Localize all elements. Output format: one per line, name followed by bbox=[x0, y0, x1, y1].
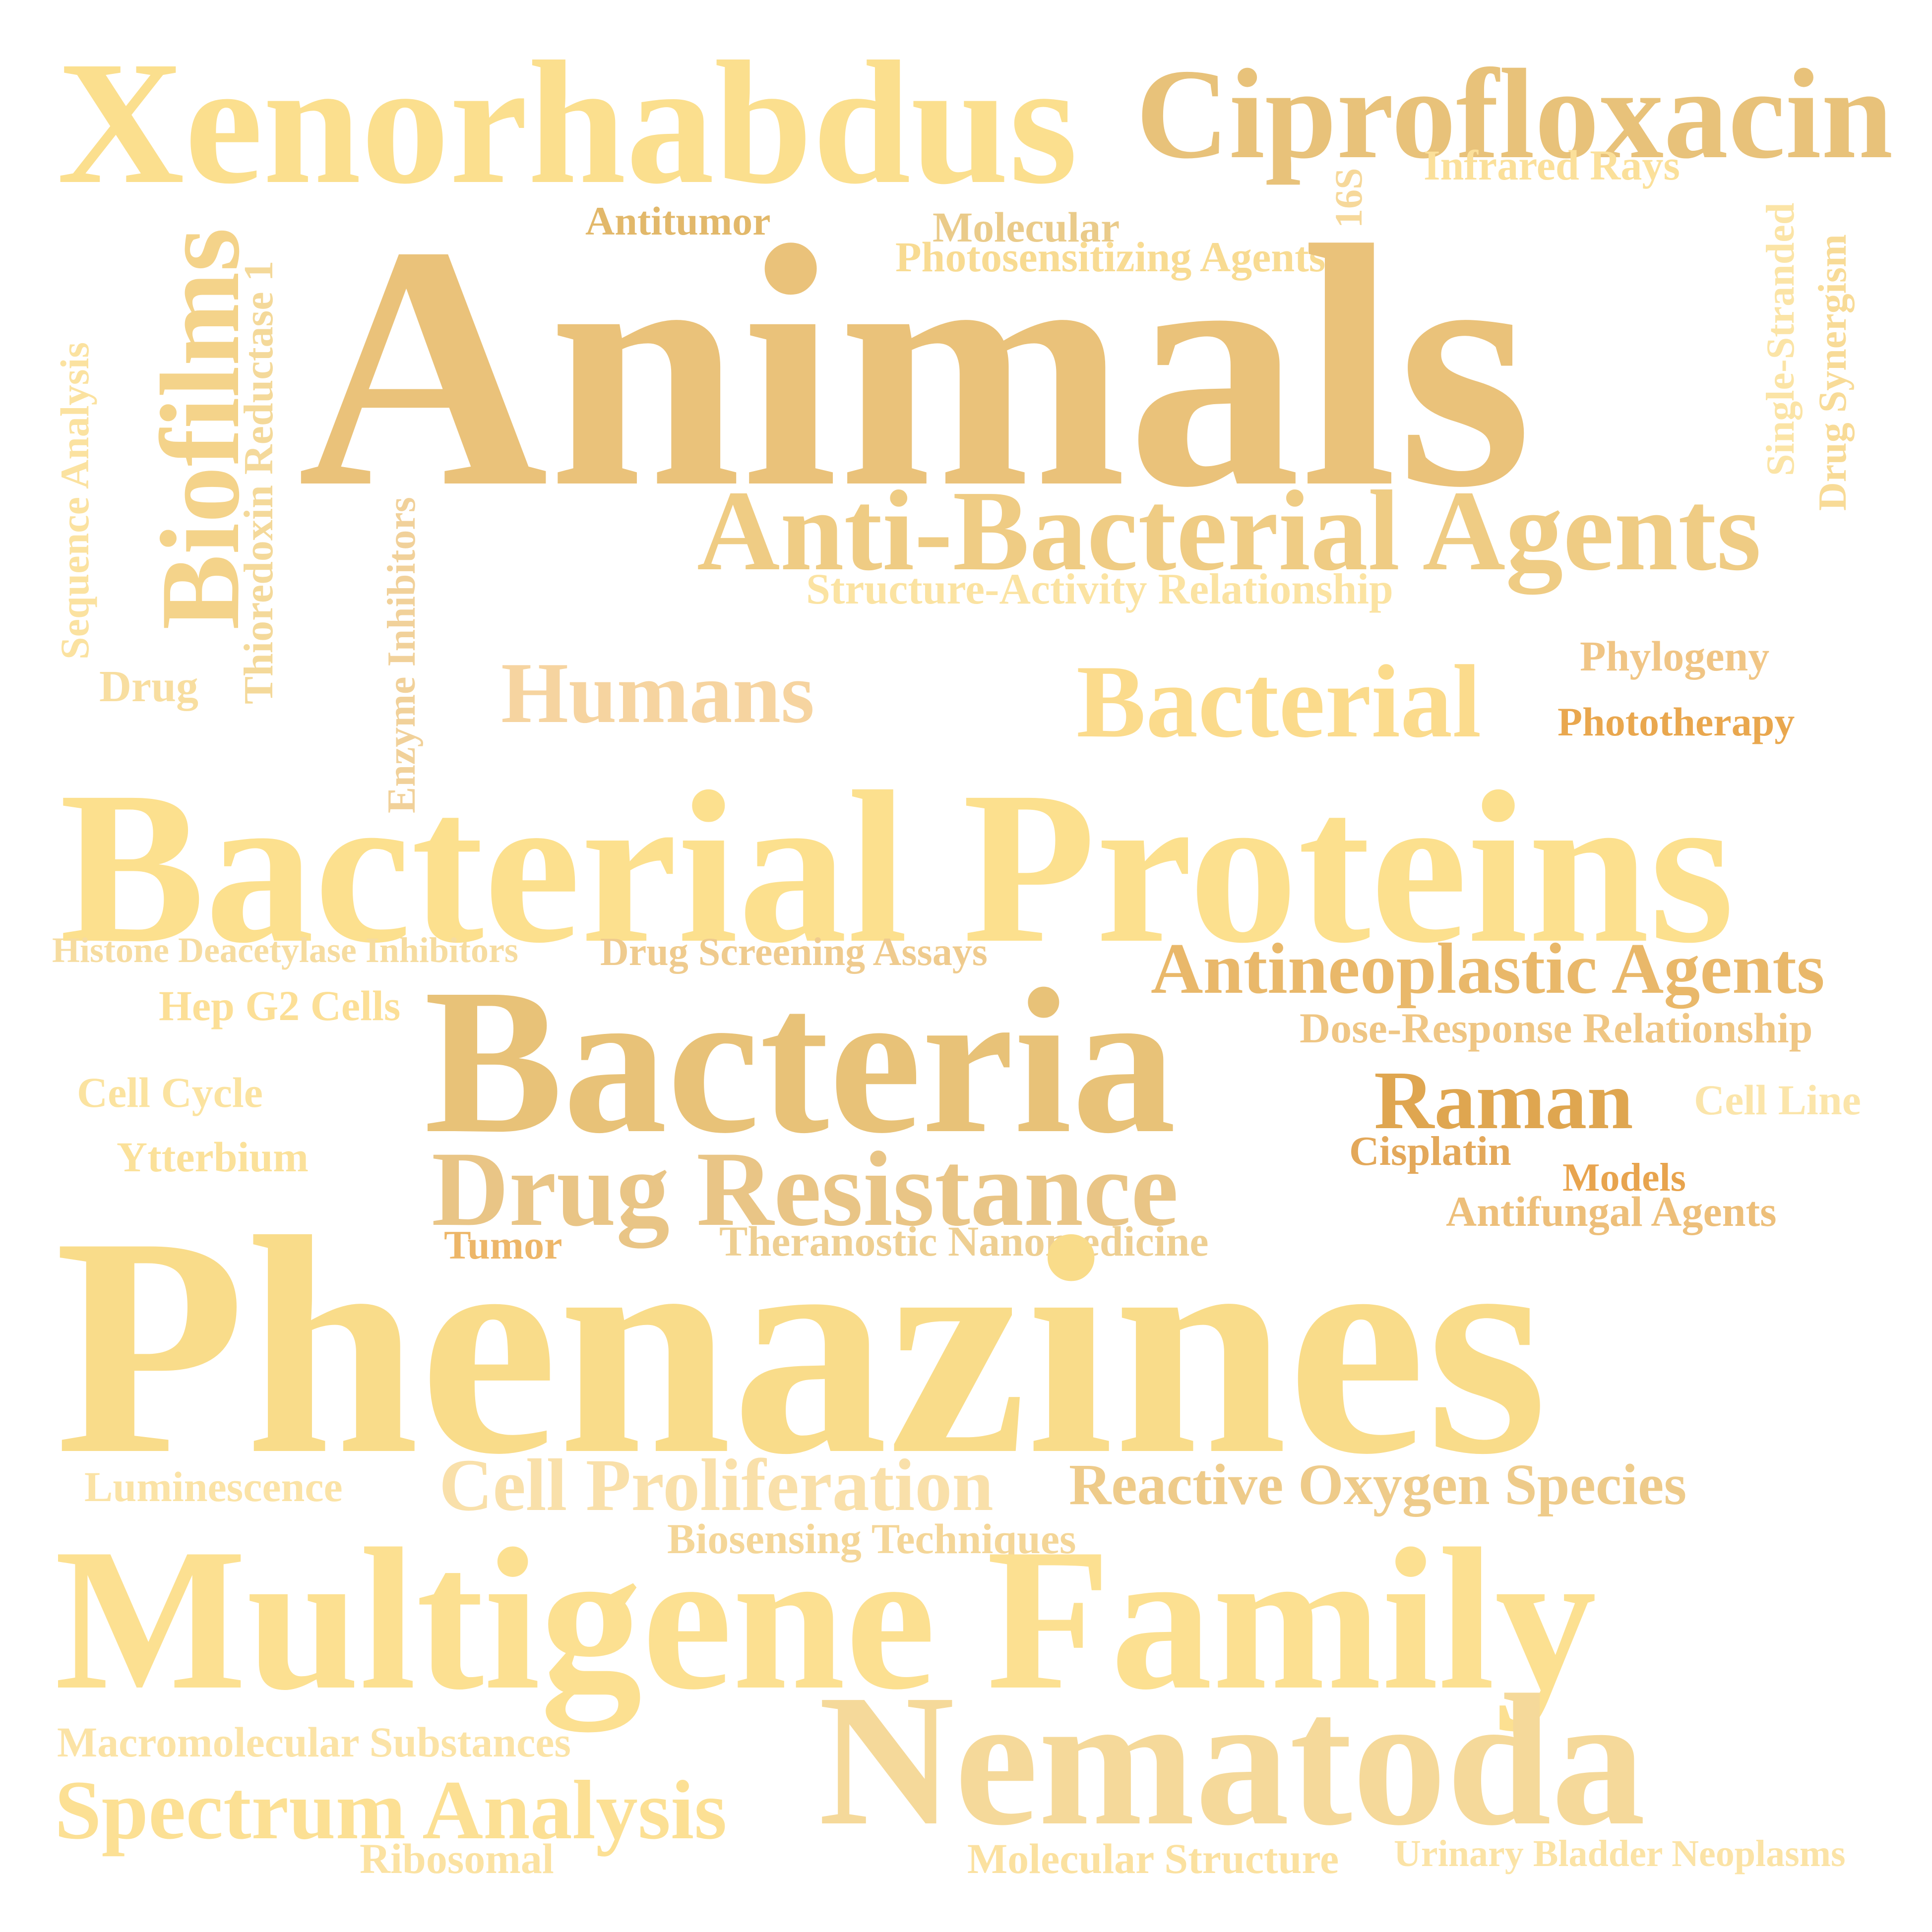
word-ciprofloxacin: Ciprofloxacin bbox=[1136, 43, 1893, 185]
word-antifungal-agents: Antifungal Agents bbox=[1446, 1188, 1777, 1235]
word-reactive-oxygen-species: Reactive Oxygen Species bbox=[1069, 1452, 1687, 1517]
word-humans: Humans bbox=[501, 645, 815, 741]
word-cell-proliferation: Cell Proliferation bbox=[439, 1444, 994, 1526]
word-thioredoxin-reductase-1: Thioredoxin Reductase 1 bbox=[236, 260, 282, 704]
word-phylogeny: Phylogeny bbox=[1580, 632, 1770, 680]
word-nematoda: Nematoda bbox=[818, 1656, 1646, 1865]
word-cell-line: Cell Line bbox=[1694, 1076, 1861, 1124]
word-phototherapy: Phototherapy bbox=[1558, 699, 1795, 744]
word-animals: Animals bbox=[298, 175, 1533, 559]
word-antineoplastic-agents: Antineoplastic Agents bbox=[1151, 928, 1825, 1009]
word-molecular: Molecular bbox=[933, 203, 1120, 251]
word-bacteria: Bacteria bbox=[424, 946, 1176, 1176]
word-bacterial-proteins: Bacterial Proteins bbox=[60, 747, 1735, 988]
word-molecular-structure: Molecular Structure bbox=[967, 1835, 1339, 1882]
word-sequence-analysis: Sequence Analysis bbox=[52, 342, 97, 660]
word-macromolecular-substances: Macromolecular Substances bbox=[57, 1718, 571, 1766]
word-xenorhabdus: Xenorhabdus bbox=[57, 25, 1078, 221]
word-drug-resistance: Drug Resistance bbox=[432, 1130, 1179, 1248]
word-drug: Drug bbox=[99, 662, 198, 711]
word-ribosomal: Ribosomal bbox=[360, 1835, 554, 1882]
word-single-stranded: Single-Stranded bbox=[1759, 202, 1803, 476]
word-cell-cycle: Cell Cycle bbox=[77, 1069, 263, 1116]
word-theranostic-nanomedicine: Theranostic Nanomedicine bbox=[719, 1217, 1209, 1265]
word-biosensing-techniques: Biosensing Techniques bbox=[667, 1515, 1076, 1563]
word-ytterbium: Ytterbium bbox=[117, 1133, 309, 1181]
word-anti-bacterial-agents: Anti-Bacterial Agents bbox=[697, 467, 1761, 595]
word-hep-g2-cells: Hep G2 Cells bbox=[159, 982, 401, 1029]
word-structure-activity-relationship: Structure-Activity Relationship bbox=[806, 565, 1393, 613]
word-drug-screening-assays: Drug Screening Assays bbox=[600, 930, 988, 974]
word-bacterial: Bacterial bbox=[1076, 644, 1482, 759]
word-multigene-family: Multigene Family bbox=[55, 1507, 1597, 1732]
word-photosensitizing-agents: Photosensitizing Agents bbox=[895, 233, 1326, 281]
word-dose-response-relationship: Dose-Response Relationship bbox=[1300, 1004, 1813, 1052]
word-tumor: Tumor bbox=[444, 1222, 562, 1268]
word-phenazines: Phenazines bbox=[55, 1173, 1548, 1519]
word-models: Models bbox=[1562, 1156, 1686, 1200]
word-infrared-rays: Infrared Rays bbox=[1424, 141, 1680, 189]
word-raman: Raman bbox=[1374, 1054, 1633, 1147]
word-luminescence: Luminescence bbox=[84, 1463, 343, 1510]
word-cisplatin: Cisplatin bbox=[1349, 1128, 1511, 1174]
word-spectrum-analysis: Spectrum Analysis bbox=[55, 1763, 727, 1857]
word-histone-deacetylase-inhibitors: Histone Deacetylase Inhibitors bbox=[52, 930, 518, 970]
word-antitumor: Antitumor bbox=[585, 198, 771, 243]
word-drug-synergism: Drug Synergism bbox=[1811, 234, 1855, 511]
word-urinary-bladder-neoplasms: Urinary Bladder Neoplasms bbox=[1394, 1833, 1846, 1874]
